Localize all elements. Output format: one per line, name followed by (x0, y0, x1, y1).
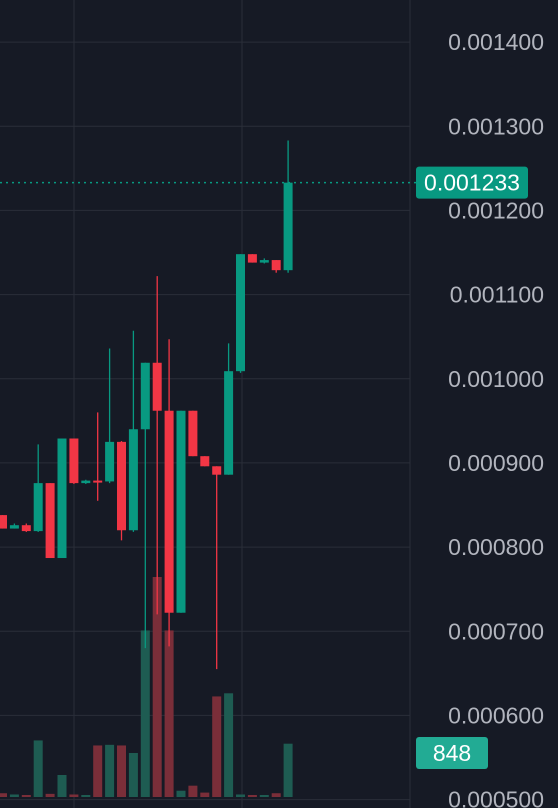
volume-bar (271, 793, 281, 797)
candle-body[interactable] (33, 483, 43, 532)
volume-bar (140, 630, 150, 797)
volume-bar (117, 745, 126, 797)
candle-body[interactable] (152, 362, 162, 411)
volume-bar (188, 785, 198, 797)
candle-body[interactable] (140, 362, 150, 430)
candle-body[interactable] (105, 441, 115, 482)
y-tick-label: 0.000800 (448, 534, 544, 560)
volume-bar (164, 630, 174, 797)
volume-bar (45, 793, 55, 797)
candle-body[interactable] (81, 480, 91, 484)
volume-bar (152, 577, 162, 797)
candle-body[interactable] (57, 438, 67, 559)
y-tick-label: 0.000700 (448, 618, 544, 644)
y-tick-label: 0.000600 (448, 702, 544, 728)
y-tick-label: 0.001000 (448, 366, 544, 392)
volume-bar (236, 794, 245, 797)
candles[interactable] (0, 140, 293, 670)
volume-bar (93, 745, 103, 797)
last-price-label: 0.001233 (424, 170, 520, 196)
candle-body[interactable] (176, 410, 186, 613)
volume-bars (0, 577, 293, 797)
candle-body[interactable] (117, 441, 126, 531)
candle-body[interactable] (45, 483, 55, 559)
y-tick-label: 0.000900 (448, 450, 544, 476)
volume-bar (33, 740, 43, 797)
candle-body[interactable] (200, 456, 210, 467)
volume-bar (57, 775, 67, 797)
volume-bar (0, 793, 7, 797)
candle-body[interactable] (21, 525, 31, 532)
candle-body[interactable] (224, 371, 234, 475)
volume-bar (212, 696, 222, 797)
volume-bar (128, 753, 138, 797)
volume-bar (105, 744, 115, 797)
volume-bar (9, 794, 19, 797)
volume-bar (176, 790, 186, 797)
volume-bar (69, 794, 79, 797)
y-tick-label: 0.001400 (448, 29, 544, 55)
candle-body[interactable] (9, 525, 19, 529)
y-tick-label: 0.001200 (448, 197, 544, 223)
volume-bar (247, 795, 257, 797)
candle-body[interactable] (247, 254, 257, 263)
grid-lines (0, 0, 410, 808)
candle-body[interactable] (128, 429, 138, 531)
candle-body[interactable] (188, 410, 198, 457)
volume-bar (283, 743, 293, 797)
candle-body[interactable] (259, 260, 269, 263)
volume-bar (81, 795, 91, 797)
candle-body[interactable] (212, 466, 222, 475)
candle-body[interactable] (236, 254, 245, 372)
price-axis[interactable]: 0.001400 0.001300 0.001200 0.001100 0.001000… (448, 29, 544, 808)
volume-bar (200, 792, 210, 797)
y-tick-label: 0.001300 (448, 113, 544, 139)
candle-body[interactable] (0, 515, 7, 529)
candle-body[interactable] (271, 260, 281, 271)
candle-body[interactable] (93, 480, 103, 483)
candle-body[interactable] (164, 410, 174, 613)
last-volume-label: 848 (433, 740, 471, 766)
y-tick-label: 0.000500 (448, 787, 544, 808)
y-tick-label: 0.001100 (450, 282, 544, 308)
volume-bar (259, 795, 269, 797)
last-price-badge: 0.001233 (416, 166, 528, 199)
candle-body[interactable] (69, 438, 79, 484)
volume-bar (224, 693, 234, 797)
candle-body[interactable] (283, 182, 293, 271)
last-volume-badge: 848 (416, 737, 488, 769)
volume-bar (21, 795, 31, 797)
